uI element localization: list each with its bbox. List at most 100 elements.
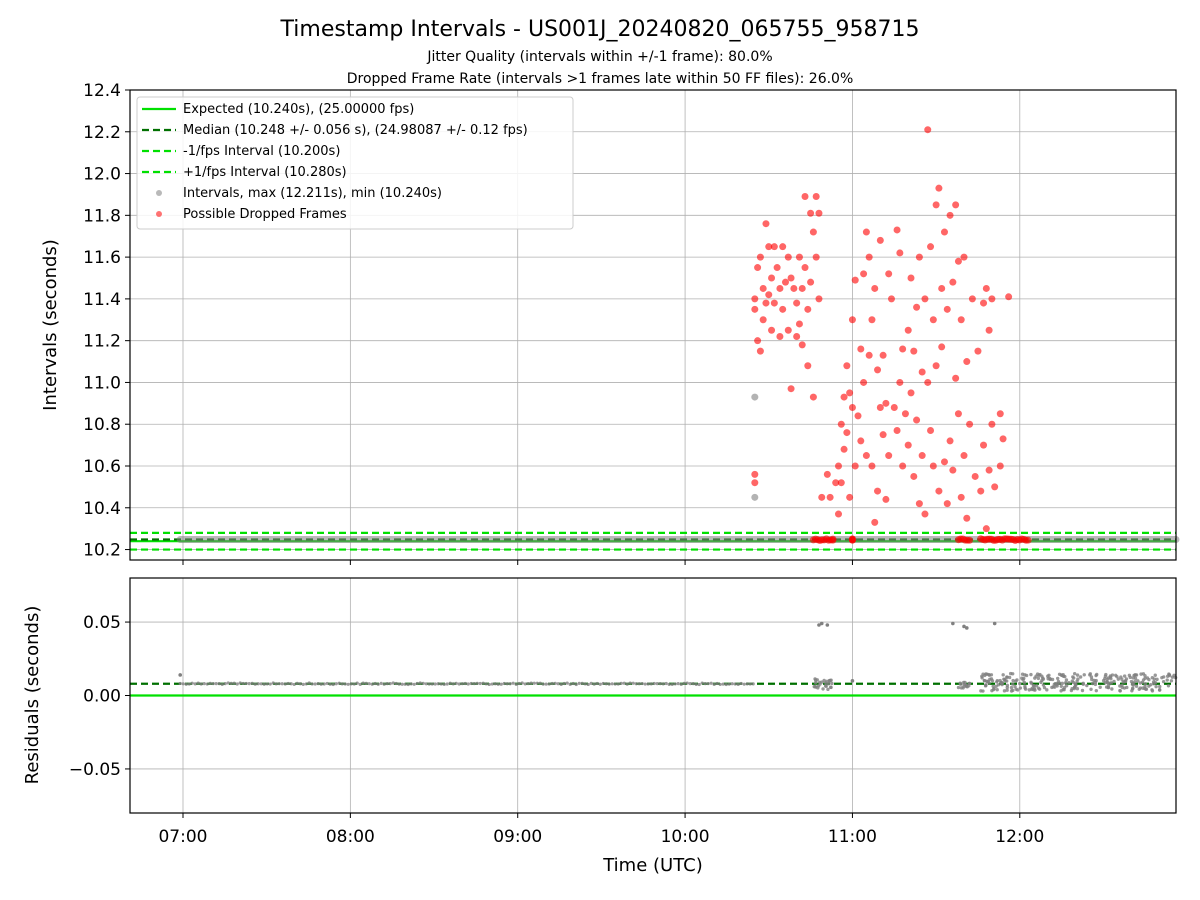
residual-point	[1067, 681, 1071, 685]
dropped-frame-point-4	[756, 253, 764, 261]
residual-point	[703, 682, 707, 686]
dropped-frame-point-109	[918, 452, 926, 460]
dropped-frame-point-83	[879, 351, 887, 359]
dropped-frame-point-0	[751, 295, 759, 303]
residual-point	[1089, 687, 1093, 691]
residual-point	[187, 682, 191, 686]
residual-point	[1155, 677, 1159, 682]
residual-point	[478, 681, 482, 686]
residual-point	[541, 682, 545, 686]
bottom-y-tick-label-2: 0.05	[83, 613, 121, 633]
residual-point	[1041, 677, 1046, 681]
residual-point	[223, 682, 227, 686]
residual-point	[226, 681, 230, 685]
residual-point	[813, 681, 818, 685]
residual-point	[412, 682, 416, 686]
residual-point	[475, 681, 479, 685]
residual-point	[1154, 684, 1158, 689]
residual-point	[1169, 679, 1174, 683]
residual-point	[469, 681, 473, 686]
dropped-frame-point-135	[954, 410, 962, 418]
residual-point	[331, 682, 335, 687]
residual-point	[827, 678, 832, 683]
dropped-frame-point-128	[946, 211, 954, 219]
residual-point	[1072, 671, 1077, 676]
dropped-frame-point-75	[868, 316, 876, 324]
residual-point	[622, 681, 626, 685]
chart-title: Timestamp Intervals - US001J_20240820_06…	[280, 17, 920, 42]
residual-point	[664, 681, 668, 686]
residual-point	[511, 681, 515, 685]
residual-point	[373, 681, 377, 686]
residual-point	[646, 682, 650, 686]
residual-point	[1094, 673, 1098, 678]
residual-point	[259, 682, 263, 686]
dropped-frame-point-47	[751, 479, 759, 487]
residual-point	[996, 683, 1001, 687]
residual-point	[490, 682, 494, 686]
residual-point	[1152, 677, 1157, 681]
residual-point	[991, 684, 995, 688]
residual-point	[1153, 681, 1158, 685]
dropped-frame-point-2	[754, 264, 762, 272]
residual-point	[1160, 675, 1164, 680]
residual-point	[1136, 679, 1140, 683]
residual-point	[990, 679, 995, 683]
residual-point	[337, 681, 341, 685]
residual-point	[328, 682, 332, 686]
dropped-frame-point-155	[991, 483, 999, 491]
dropped-frame-point-21	[781, 278, 789, 286]
dropped-frame-point-77	[871, 284, 879, 292]
dropped-frame-point-8	[762, 220, 770, 228]
residual-point	[745, 682, 749, 686]
residual-point	[238, 681, 242, 685]
residual-point	[388, 682, 392, 686]
residual-point	[364, 681, 368, 685]
residual-point	[304, 682, 308, 686]
residual-point	[619, 681, 623, 686]
dropped-frame-point-63	[848, 404, 856, 412]
top-y-tick-label-4: 11.0	[83, 373, 121, 393]
residual-outlier-4	[951, 621, 955, 626]
residual-point	[685, 681, 689, 685]
residual-point	[1153, 673, 1157, 677]
residual-point	[559, 682, 563, 686]
x-axis-label: Time (UTC)	[602, 855, 703, 876]
dropped-frame-point-95	[899, 345, 907, 353]
top-y-tick-label-3: 10.8	[83, 415, 121, 435]
residual-point	[520, 681, 524, 685]
residual-point	[652, 681, 656, 686]
chart-subtitle-jitter: Jitter Quality (intervals within +/-1 fr…	[426, 49, 772, 65]
dropped-frame-point-38	[807, 278, 815, 286]
dropped-frame-point-102	[910, 347, 918, 355]
residual-point	[637, 682, 641, 686]
residual-point	[262, 682, 266, 686]
residual-point	[1063, 681, 1068, 685]
residual-point	[1005, 675, 1009, 679]
residual-point	[1064, 683, 1069, 688]
residual-point	[397, 682, 401, 686]
residual-point	[256, 682, 260, 686]
residual-point	[604, 682, 608, 686]
residual-point	[1023, 687, 1028, 691]
dropped-frame-point-35	[804, 305, 812, 313]
dropped-frame-point-1	[751, 305, 759, 313]
dropped-frame-point-42	[812, 253, 820, 261]
residual-point	[616, 682, 620, 686]
residual-point	[736, 682, 740, 686]
residual-point	[667, 682, 671, 686]
dropped-frame-point-45	[818, 493, 826, 501]
residual-point	[1093, 682, 1098, 687]
residual-point	[1121, 680, 1125, 684]
dropped-frame-point-118	[932, 201, 940, 209]
residual-point	[358, 682, 362, 687]
residual-point	[445, 682, 449, 686]
dropped-frame-point-71	[862, 228, 870, 236]
dropped-frame-point-3	[754, 337, 762, 345]
residual-point	[1131, 676, 1135, 680]
residual-point	[962, 684, 966, 688]
dropped-frame-point-113	[924, 378, 932, 386]
residual-point	[346, 682, 350, 686]
residual-point	[658, 682, 662, 686]
dropped-baseline-cluster-1	[848, 535, 856, 544]
